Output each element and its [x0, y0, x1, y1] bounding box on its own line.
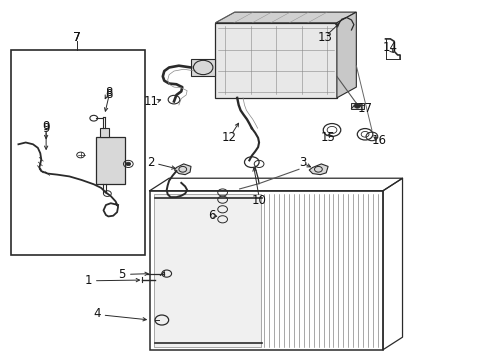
Text: 1: 1 [84, 274, 91, 287]
Text: 15: 15 [320, 131, 335, 144]
Text: 16: 16 [371, 134, 386, 147]
Text: 2: 2 [147, 156, 155, 169]
Text: 12: 12 [221, 131, 236, 144]
Polygon shape [215, 23, 336, 98]
Text: 17: 17 [357, 102, 372, 115]
Bar [11, 50, 144, 255]
Text: 13: 13 [317, 31, 331, 44]
Text: 9: 9 [42, 122, 50, 135]
Text: 7: 7 [73, 31, 81, 44]
Text: 8: 8 [105, 86, 113, 99]
Bar [100, 128, 109, 137]
Text: 14: 14 [382, 41, 397, 54]
Bar [153, 194, 260, 347]
Polygon shape [308, 164, 327, 175]
Bar [96, 137, 125, 184]
Text: 10: 10 [251, 194, 266, 207]
Polygon shape [351, 103, 363, 109]
Text: 11: 11 [143, 95, 158, 108]
Text: 5: 5 [118, 268, 125, 281]
Circle shape [354, 104, 360, 108]
Polygon shape [336, 12, 356, 98]
Text: 4: 4 [93, 307, 100, 320]
Circle shape [125, 162, 130, 166]
Polygon shape [191, 59, 215, 76]
Bar [149, 191, 382, 350]
Text: 6: 6 [207, 208, 215, 221]
Text: 3: 3 [299, 156, 306, 169]
Text: 7: 7 [73, 31, 81, 44]
Polygon shape [174, 164, 191, 175]
Text: 8: 8 [105, 88, 113, 101]
Polygon shape [215, 12, 356, 23]
Text: 9: 9 [42, 120, 50, 133]
